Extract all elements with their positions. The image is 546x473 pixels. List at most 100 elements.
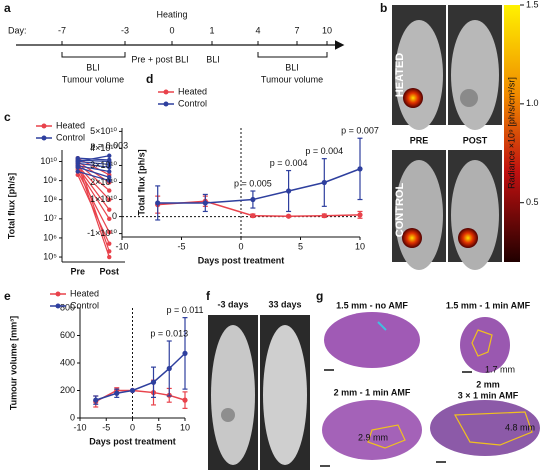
- colorbar: [504, 5, 520, 262]
- point: [107, 207, 112, 212]
- series-line: [95, 352, 186, 401]
- legend-label: Heated: [70, 288, 99, 298]
- annotation: p = 0.004: [305, 146, 343, 156]
- colorbar-tick-label: 1.5: [526, 0, 539, 9]
- pair-line: [77, 166, 110, 178]
- heating-label: Heating: [156, 9, 187, 19]
- y-tick-label: 10⁵: [43, 251, 57, 261]
- timeline-label: BLI: [206, 54, 220, 64]
- pair-line: [77, 165, 110, 173]
- y-tick-label: 0: [70, 412, 75, 422]
- point: [75, 172, 80, 178]
- panel-label: a: [4, 1, 11, 15]
- point: [286, 188, 292, 194]
- annotation: p = 0.007: [341, 126, 379, 136]
- point: [129, 387, 136, 394]
- pair-line: [77, 155, 110, 163]
- colorbar-label: Radiance ×10⁹ [ph/s/cm²/sr]: [506, 77, 516, 189]
- day: 4: [255, 25, 260, 35]
- x-tick-label: 10: [355, 241, 365, 251]
- mouse: [451, 20, 499, 130]
- day: 0: [169, 25, 174, 35]
- point: [182, 397, 188, 403]
- day: -7: [58, 25, 66, 35]
- point: [357, 212, 363, 218]
- day: 10: [322, 25, 332, 35]
- x-tick-label: 0: [238, 241, 243, 251]
- mouse: [451, 160, 499, 270]
- panel-label: g: [316, 289, 323, 303]
- point: [107, 169, 112, 174]
- series-line: [157, 200, 361, 217]
- x-tick-label: 0: [130, 422, 135, 432]
- y-axis-label: Tumour volume [mm³]: [8, 316, 18, 410]
- x-tick-label: 10: [180, 422, 190, 432]
- series-line: [95, 389, 186, 403]
- timeline-label: Pre + post BLI: [131, 54, 188, 64]
- column-label: 33 days: [268, 299, 301, 309]
- legend-marker: [41, 135, 47, 141]
- point: [75, 165, 80, 170]
- signal: [402, 228, 422, 248]
- histology-images: [320, 312, 540, 467]
- y-tick-label: 10¹⁰: [40, 156, 57, 166]
- column-label: PRE: [410, 135, 429, 145]
- pair-line: [77, 164, 110, 258]
- caption: 2 mm - 1 min AMF: [334, 387, 411, 397]
- pair-line: [77, 159, 110, 252]
- legend-label: Control: [56, 132, 85, 142]
- legend-label: Heated: [178, 86, 207, 96]
- y-axis-label: Total flux [ph/s]: [6, 173, 16, 239]
- legend-marker: [55, 303, 61, 309]
- x-axis-label: Days post treatment: [89, 436, 176, 446]
- signal: [403, 88, 423, 108]
- legend-label: Control: [70, 300, 99, 310]
- mouse: [211, 325, 255, 465]
- pair-line: [77, 162, 110, 168]
- point: [182, 350, 188, 356]
- timeline-label: Tumour volume: [261, 74, 323, 84]
- annotation: p = 0.013: [150, 328, 188, 338]
- series-line: [157, 168, 361, 204]
- caption: 1.5 mm - 1 min AMF: [446, 300, 531, 310]
- y-tick-label: 200: [60, 385, 75, 395]
- colorbar-tick-label: 1.0: [526, 98, 539, 108]
- row-label: HEATED: [394, 53, 406, 97]
- point: [107, 165, 112, 170]
- point: [321, 213, 327, 219]
- point: [107, 153, 112, 158]
- column-label: POST: [463, 135, 488, 145]
- point: [93, 397, 99, 403]
- legend-marker: [41, 123, 47, 129]
- point: [107, 229, 112, 235]
- pair-line: [77, 165, 110, 201]
- point: [286, 213, 292, 219]
- panel-label: b: [380, 1, 387, 15]
- pair-line: [77, 162, 110, 192]
- point: [250, 213, 256, 219]
- y-tick-label: 5×10¹⁰: [90, 126, 117, 136]
- legend-marker: [163, 89, 169, 95]
- pair-line: [77, 168, 110, 220]
- panel-label: e: [4, 289, 11, 303]
- colorbar-tick-label: 0.5: [526, 197, 539, 207]
- y-tick-label: 800: [60, 302, 75, 312]
- timeline-label: BLI: [285, 62, 299, 72]
- signal: [458, 228, 478, 248]
- bracket: [257, 52, 328, 58]
- y-tick-label: 0: [112, 211, 117, 221]
- section: [324, 312, 420, 368]
- x-tick-label: Pre: [70, 266, 85, 276]
- panel-label: c: [4, 110, 11, 124]
- outline: [454, 411, 533, 446]
- bli-images: [392, 5, 520, 270]
- point: [250, 196, 256, 203]
- x-tick-label: 5: [298, 241, 303, 251]
- y-tick-label: 10⁶: [43, 232, 57, 242]
- y-tick-label: 10⁸: [43, 194, 57, 204]
- timeline-label: BLI: [86, 62, 100, 72]
- follow-up-images: [208, 315, 310, 470]
- x-tick-label: -10: [115, 241, 128, 251]
- point: [107, 175, 112, 180]
